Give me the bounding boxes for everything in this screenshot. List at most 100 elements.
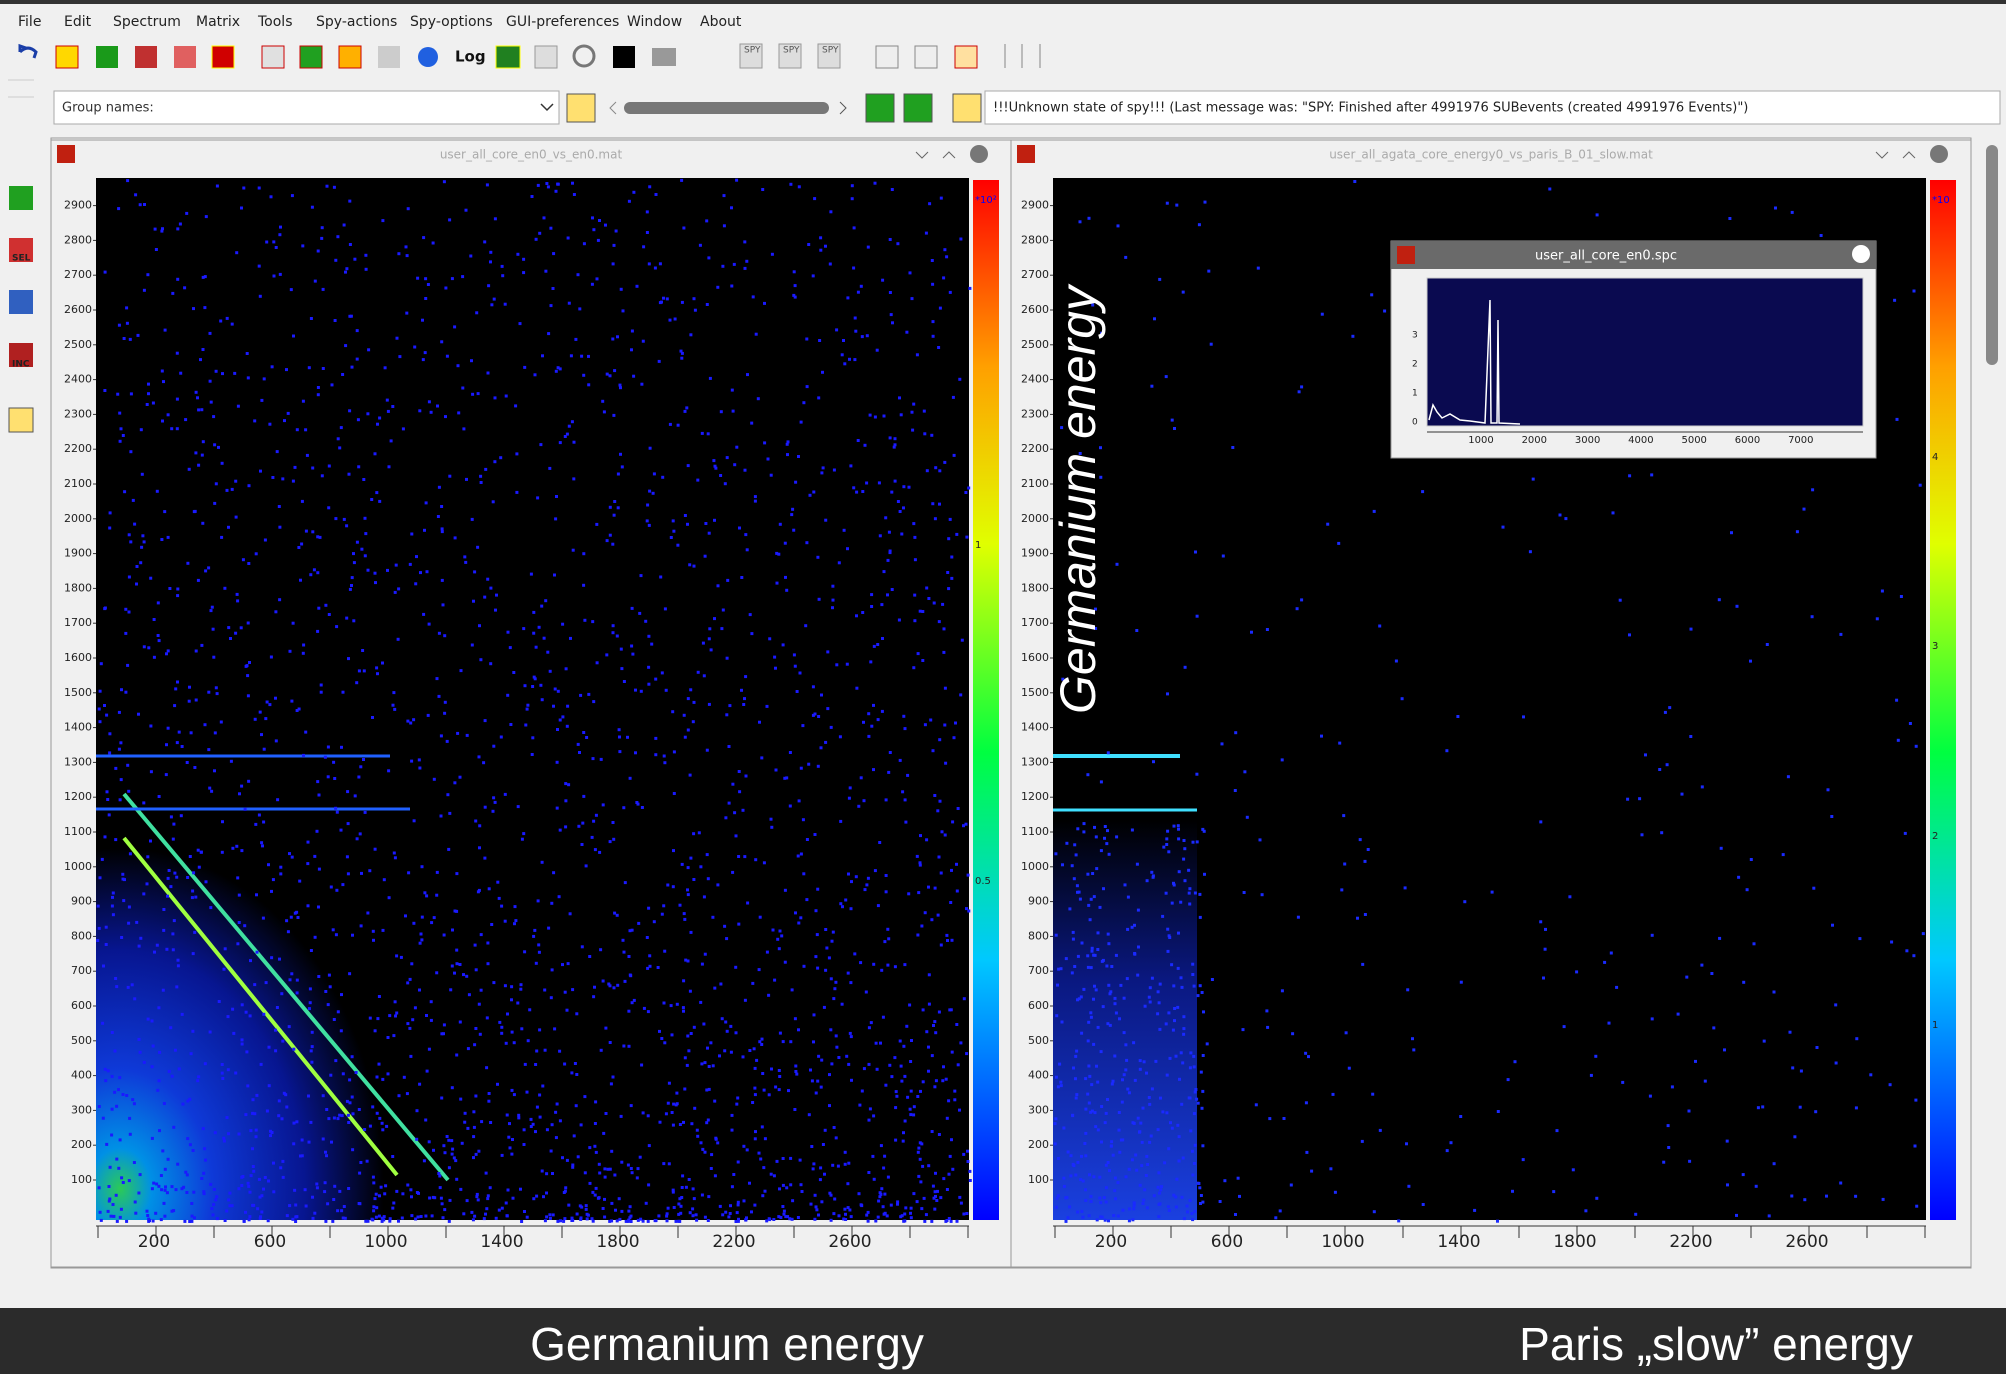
heatmap-pixel [826, 707, 829, 710]
scroll-left[interactable] [610, 102, 616, 114]
heatmap-pixel [1211, 978, 1214, 981]
menu-item[interactable]: Spy-options [410, 14, 493, 30]
tool-icon[interactable] [418, 47, 438, 67]
menu-item[interactable]: Matrix [196, 14, 240, 30]
heatmap-pixel [1134, 1154, 1137, 1157]
tool-icon[interactable] [574, 46, 594, 66]
heatmap-pixel [754, 1067, 757, 1070]
window-close[interactable] [1930, 145, 1948, 163]
heatmap-pixel [135, 583, 138, 586]
undo-icon[interactable] [20, 46, 36, 58]
tool-icon[interactable] [535, 46, 557, 68]
heatmap-pixel [767, 994, 770, 997]
tool-icon[interactable] [955, 46, 977, 68]
tool-icon[interactable] [866, 94, 894, 122]
heatmap-pixel [192, 952, 195, 955]
heatmap-pixel [384, 366, 387, 369]
caption: Germanium energy [530, 1318, 924, 1370]
menu-item[interactable]: About [700, 14, 742, 30]
heatmap-pixel [150, 770, 153, 773]
heatmap-pixel [778, 1075, 781, 1078]
heatmap-pixel [593, 986, 596, 989]
menu-item[interactable]: Window [627, 14, 682, 30]
heatmap-pixel [686, 1035, 689, 1038]
heatmap-pixel [941, 1079, 944, 1082]
tool-icon[interactable] [262, 46, 284, 68]
tool-icon[interactable] [652, 48, 676, 66]
heatmap-pixel [946, 571, 949, 574]
scroll-right[interactable] [840, 102, 846, 114]
tool-icon[interactable] [613, 46, 635, 68]
tool-icon[interactable] [904, 94, 932, 122]
heatmap-pixel [210, 1207, 213, 1210]
heatmap-pixel [707, 432, 710, 435]
heatmap-pixel [777, 1215, 780, 1218]
tool-icon[interactable] [567, 94, 595, 122]
heatmap-pixel [1178, 1078, 1181, 1081]
tool-icon[interactable] [378, 46, 400, 68]
heatmap-pixel [489, 587, 492, 590]
heatmap-pixel [307, 841, 310, 844]
tool-icon[interactable] [953, 94, 981, 122]
heatmap-pixel [514, 404, 517, 407]
heatmap-pixel [161, 370, 164, 373]
heatmap-pixel [791, 508, 794, 511]
heatmap-pixel [687, 464, 690, 467]
side-icon[interactable] [9, 186, 33, 210]
heatmap-pixel [1089, 918, 1092, 921]
heatmap-pixel [1074, 1077, 1077, 1080]
menu-item[interactable]: Spy-actions [316, 14, 397, 30]
heatmap-pixel [784, 961, 787, 964]
tool-icon[interactable] [174, 46, 196, 68]
heatmap-pixel [823, 1173, 826, 1176]
x-tick-label: 2600 [1785, 1232, 1828, 1252]
tool-icon[interactable] [339, 46, 361, 68]
tool-icon[interactable] [876, 46, 898, 68]
heatmap-pixel [448, 812, 451, 815]
heatmap-pixel [946, 1117, 949, 1120]
tool-icon[interactable] [56, 46, 78, 68]
heatmap-pixel [1131, 1218, 1134, 1221]
x-tick-label: 600 [254, 1232, 286, 1252]
tool-icon[interactable] [212, 46, 234, 68]
heatmap-pixel [375, 491, 378, 494]
y-tick-label: 1400 [64, 721, 92, 734]
menu-item[interactable]: File [18, 14, 41, 30]
side-icon[interactable] [9, 408, 33, 432]
menu-item[interactable]: Tools [257, 14, 293, 30]
heatmap-pixel [646, 936, 649, 939]
heatmap-pixel [341, 1114, 344, 1117]
heatmap-pixel [347, 657, 350, 660]
heatmap-pixel [190, 1202, 193, 1205]
tool-icon[interactable] [496, 46, 520, 68]
menu-item[interactable]: Edit [64, 14, 92, 30]
window-close[interactable] [1852, 245, 1870, 263]
heatmap-pixel [613, 514, 616, 517]
tool-icon[interactable] [915, 46, 937, 68]
heatmap-pixel [932, 320, 935, 323]
heatmap-pixel [968, 1170, 971, 1173]
side-icon[interactable] [9, 290, 33, 314]
heatmap-pixel [931, 259, 934, 262]
menu-item[interactable]: GUI-preferences [506, 14, 619, 30]
window-close[interactable] [970, 145, 988, 163]
heatmap-pixel [358, 1108, 361, 1111]
heatmap-pixel [397, 638, 400, 641]
heatmap-pixel [618, 736, 621, 739]
heatmap-pixel [636, 285, 639, 288]
log-button[interactable]: Log [455, 48, 486, 66]
heatmap-pixel [766, 951, 769, 954]
heatmap-pixel [98, 927, 101, 930]
vscrollbar[interactable] [1986, 145, 1998, 365]
tool-icon[interactable] [135, 46, 157, 68]
tool-icon[interactable] [96, 46, 118, 68]
scroll-slider[interactable] [624, 102, 829, 114]
heatmap-pixel [294, 1215, 297, 1218]
menu-item[interactable]: Spectrum [113, 14, 181, 30]
heatmap-pixel [507, 1189, 510, 1192]
heatmap-pixel [1083, 1142, 1086, 1145]
heatmap-pixel [496, 881, 499, 884]
heatmap-pixel [949, 1155, 952, 1158]
tool-icon[interactable] [300, 46, 322, 68]
heatmap-pixel [927, 886, 930, 889]
